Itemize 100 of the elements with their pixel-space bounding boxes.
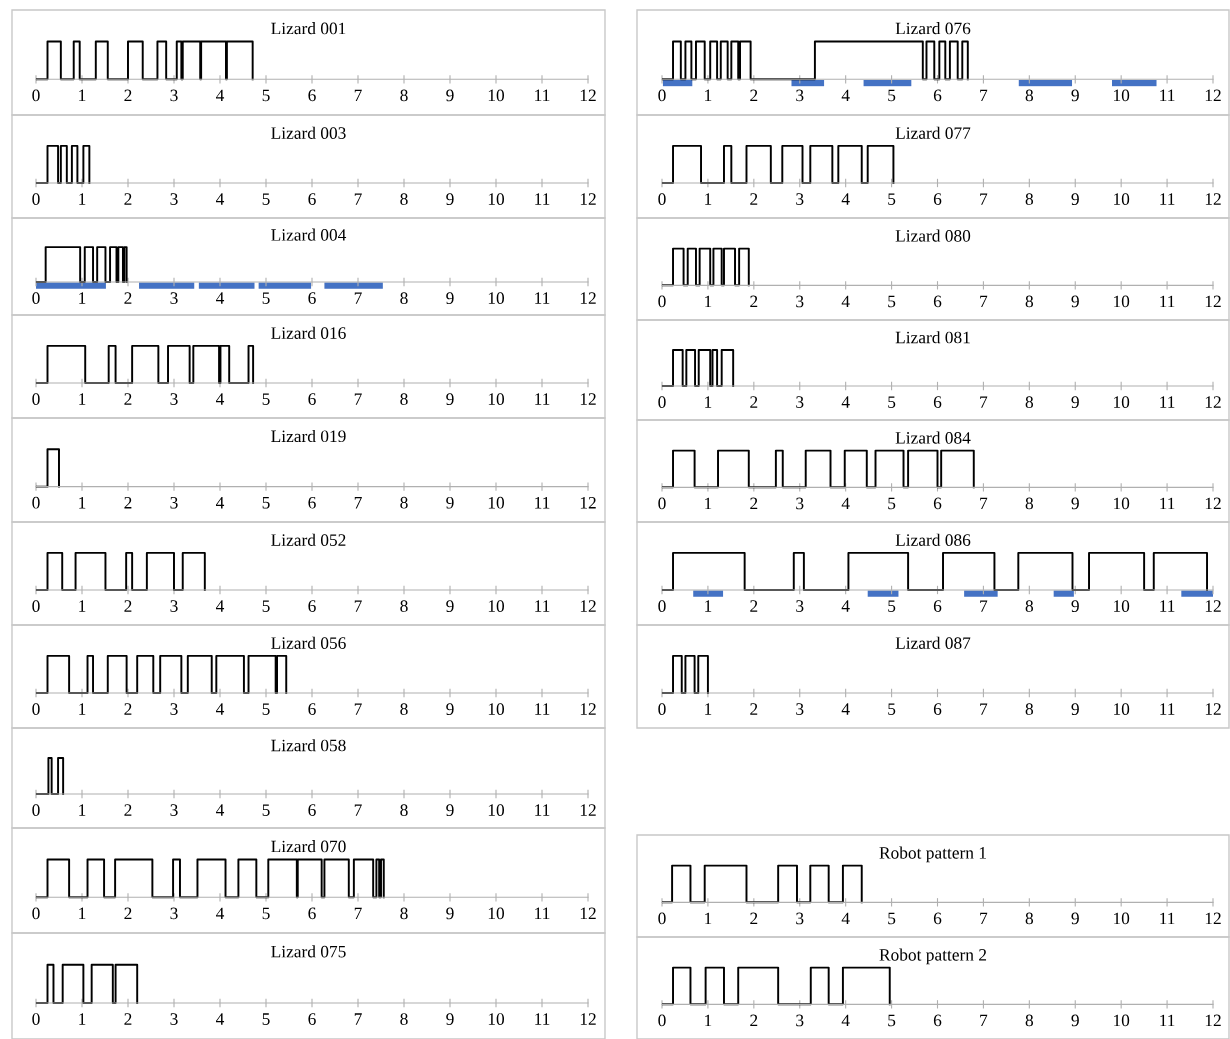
x-tick-label: 5 [888, 89, 896, 102]
x-tick-label: 8 [400, 193, 408, 205]
x-tick-label: 10 [1114, 912, 1130, 925]
x-tick-label: 6 [933, 89, 942, 102]
x-tick-label: 3 [796, 703, 804, 715]
x-tick-label: 5 [262, 292, 270, 304]
x-tick-label: 2 [750, 1014, 758, 1027]
x-tick-label: 8 [1025, 912, 1034, 925]
x-tick-label: 4 [841, 912, 850, 925]
x-tick-label: 7 [354, 497, 362, 509]
x-tick-label: 11 [1160, 912, 1175, 925]
x-tick-label: 5 [262, 497, 270, 509]
x-tick-label: 5 [888, 193, 896, 205]
chart-title: Lizard 056 [271, 636, 346, 649]
x-tick-label: 5 [262, 193, 270, 205]
x-tick-label: 3 [170, 1013, 178, 1025]
x-tick-label: 0 [32, 89, 40, 102]
x-tick-label: 7 [980, 295, 988, 308]
x-tick-label: 12 [580, 907, 596, 920]
x-tick-label: 11 [535, 1013, 550, 1025]
chart-title: Lizard 084 [895, 431, 971, 444]
x-tick-label: 2 [124, 393, 132, 405]
chart-title: Lizard 080 [895, 229, 971, 242]
x-tick-label: 3 [170, 907, 178, 920]
x-tick-label: 3 [796, 1014, 804, 1027]
x-tick-label: 2 [124, 600, 132, 612]
x-tick-label: 4 [841, 396, 850, 408]
x-tick-label: 5 [262, 600, 270, 612]
x-tick-label: 6 [933, 1014, 942, 1027]
x-tick-label: 6 [308, 393, 316, 405]
x-tick-label: 4 [216, 907, 225, 920]
x-tick-label: 5 [262, 1013, 270, 1025]
x-tick-label: 6 [308, 496, 316, 509]
x-tick-label: 12 [580, 600, 596, 612]
x-tick-label: 11 [535, 393, 550, 405]
x-tick-label: 6 [308, 89, 316, 102]
x-tick-label: 3 [796, 396, 804, 408]
x-tick-label: 3 [170, 393, 178, 405]
x-tick-label: 4 [841, 1014, 850, 1027]
chart-title: Lizard 003 [271, 126, 346, 139]
x-tick-label: 1 [705, 295, 712, 308]
x-tick-label: 12 [1205, 295, 1221, 308]
x-tick-label: 10 [488, 292, 505, 304]
x-tick-label: 7 [354, 292, 362, 304]
x-tick-label: 10 [1114, 396, 1130, 408]
x-tick-label: 10 [488, 600, 505, 612]
x-tick-label: 10 [488, 703, 505, 715]
x-tick-label: 7 [980, 497, 988, 510]
x-tick-label: 9 [446, 393, 454, 405]
x-tick-label: 10 [1114, 1014, 1130, 1027]
x-tick-label: 12 [1205, 912, 1221, 925]
x-tick-label: 1 [705, 396, 712, 408]
x-tick-label: 6 [308, 907, 316, 920]
x-tick-label: 0 [32, 703, 40, 715]
x-tick-label: 0 [658, 912, 666, 925]
x-tick-label: 10 [488, 804, 505, 816]
x-tick-label: 11 [1160, 600, 1175, 612]
x-tick-label: 12 [1205, 193, 1221, 205]
x-tick-label: 7 [980, 912, 988, 925]
x-tick-label: 11 [535, 600, 550, 612]
x-tick-label: 10 [488, 89, 505, 102]
x-tick-label: 9 [1071, 703, 1079, 715]
x-tick-label: 8 [400, 496, 408, 509]
x-tick-label: 5 [888, 703, 896, 715]
x-tick-label: 3 [170, 804, 178, 816]
x-tick-label: 10 [488, 1013, 505, 1025]
x-tick-label: 10 [488, 393, 505, 405]
x-tick-label: 12 [580, 1013, 596, 1025]
x-tick-label: 3 [796, 89, 804, 102]
x-tick-label: 7 [354, 804, 362, 816]
x-tick-label: 7 [980, 600, 988, 612]
x-tick-label: 9 [1071, 912, 1079, 925]
x-tick-label: 6 [933, 497, 942, 510]
chart-title: Lizard 004 [271, 228, 347, 241]
x-tick-label: 12 [580, 804, 596, 816]
x-tick-label: 10 [1114, 89, 1130, 102]
x-tick-label: 6 [933, 396, 942, 408]
x-tick-label: 8 [400, 703, 408, 715]
x-tick-label: 8 [1025, 295, 1034, 308]
x-tick-label: 6 [308, 1013, 316, 1025]
x-tick-label: 5 [262, 907, 270, 920]
chart-title: Lizard 019 [271, 429, 346, 443]
x-tick-label: 9 [446, 292, 454, 304]
x-tick-label: 8 [1025, 703, 1034, 715]
x-tick-label: 12 [580, 292, 596, 304]
x-tick-label: 11 [1160, 295, 1175, 308]
x-tick-label: 5 [888, 912, 896, 925]
x-tick-label: 5 [262, 804, 270, 816]
x-tick-label: 4 [841, 703, 850, 715]
x-tick-label: 9 [446, 193, 454, 205]
x-tick-label: 7 [980, 1014, 988, 1027]
x-tick-label: 8 [1025, 600, 1034, 612]
x-tick-label: 5 [888, 396, 896, 408]
x-tick-label: 11 [1160, 193, 1175, 205]
chart-title: Lizard 070 [271, 840, 346, 853]
x-tick-label: 7 [354, 393, 362, 405]
x-tick-label: 9 [446, 703, 454, 715]
x-tick-label: 8 [400, 600, 408, 612]
x-tick-label: 10 [1114, 295, 1130, 308]
x-tick-label: 9 [1071, 193, 1079, 205]
